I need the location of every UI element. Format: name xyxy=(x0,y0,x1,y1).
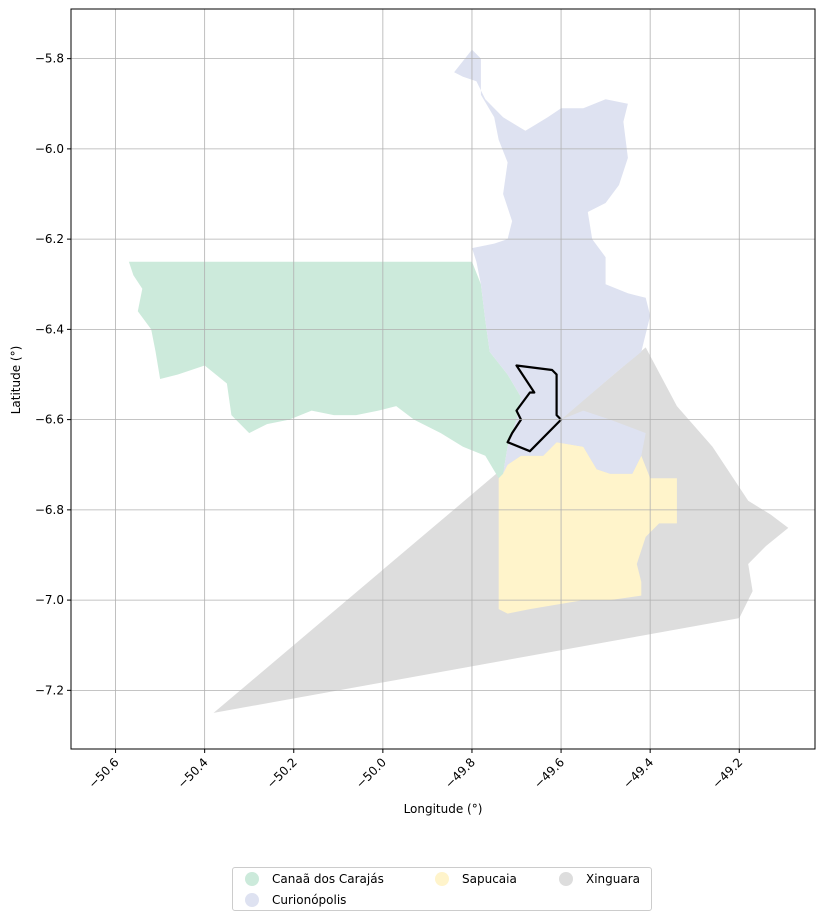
y-tick-label: −7.0 xyxy=(35,593,64,607)
legend-label-canaa: Canaã dos Carajás xyxy=(272,872,384,886)
y-tick-label: −6.6 xyxy=(35,413,64,427)
grid-layer xyxy=(71,9,815,749)
legend-label-sapucaia: Sapucaia xyxy=(462,872,517,886)
legend-label-xinguara: Xinguara xyxy=(586,872,641,886)
y-tick-label: −6.0 xyxy=(35,142,64,156)
legend-label-curionopolis: Curionópolis xyxy=(272,893,347,907)
region-canaa-dos-carajas xyxy=(128,261,521,479)
highlight-outline-layer xyxy=(506,364,563,453)
legend-marker-curionopolis xyxy=(245,893,259,907)
legend-marker-xinguara xyxy=(559,872,573,886)
legend-item-canaa: Canaã dos Carajás xyxy=(245,872,384,886)
legend-marker-sapucaia xyxy=(435,872,449,886)
y-tick-label: −5.8 xyxy=(35,52,64,66)
y-tick-label: −6.4 xyxy=(35,322,64,336)
y-axis-label: Latitude (°) xyxy=(9,346,23,415)
x-axis-label: Longitude (°) xyxy=(404,802,483,816)
y-tick-label: −6.8 xyxy=(35,503,64,517)
legend-item-sapucaia: Sapucaia xyxy=(435,872,517,886)
legend-item-curionopolis: Curionópolis xyxy=(245,893,346,907)
legend-marker-canaa xyxy=(245,872,259,886)
y-tick-label: −6.2 xyxy=(35,232,64,246)
y-tick-label: −7.2 xyxy=(35,683,64,697)
legend-item-xinguara: Xinguara xyxy=(559,872,640,886)
region-curionopolis xyxy=(454,49,651,474)
region-sapucaia xyxy=(498,442,677,614)
regions-layer xyxy=(128,49,789,713)
legend: Canaã dos Carajás Curionópolis Sapucaia … xyxy=(232,867,652,911)
highlighted-area-outline xyxy=(506,364,563,453)
plot-frame xyxy=(70,8,816,750)
